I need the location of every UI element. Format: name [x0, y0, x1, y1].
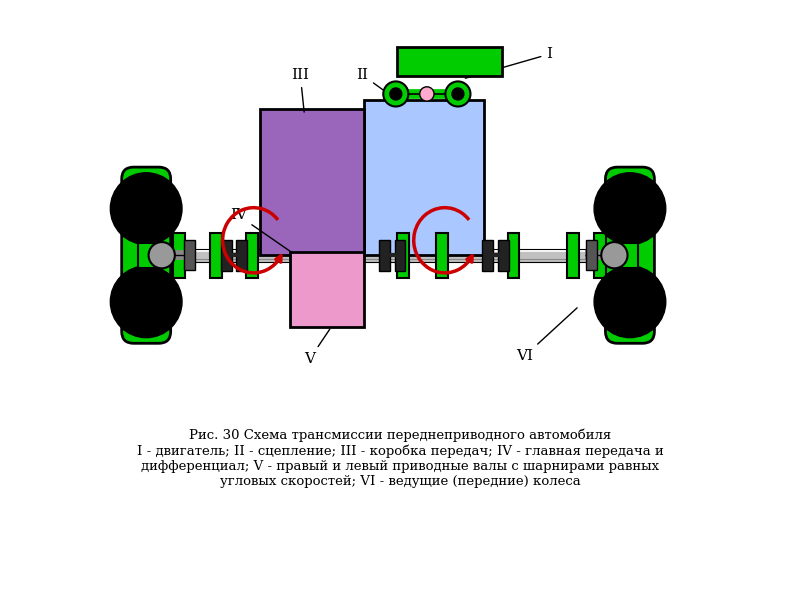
- Bar: [138, 242, 154, 268]
- FancyBboxPatch shape: [606, 167, 654, 343]
- Circle shape: [110, 173, 182, 244]
- Bar: [622, 242, 638, 268]
- Circle shape: [594, 173, 666, 244]
- Text: III: III: [291, 68, 310, 112]
- Circle shape: [446, 82, 470, 107]
- FancyBboxPatch shape: [122, 167, 170, 343]
- Bar: [498, 239, 509, 271]
- Circle shape: [383, 82, 408, 107]
- Bar: [436, 233, 448, 278]
- Text: VI: VI: [517, 308, 577, 363]
- Bar: [586, 240, 597, 270]
- Circle shape: [452, 88, 464, 100]
- Bar: [397, 233, 409, 278]
- Bar: [168, 248, 612, 262]
- Bar: [290, 252, 364, 327]
- Circle shape: [149, 242, 175, 268]
- Text: IV: IV: [230, 208, 302, 260]
- Text: II: II: [357, 68, 390, 95]
- Bar: [482, 239, 493, 271]
- Circle shape: [594, 266, 666, 338]
- Bar: [394, 239, 406, 271]
- Circle shape: [390, 88, 402, 100]
- Bar: [173, 233, 185, 278]
- Circle shape: [420, 87, 434, 101]
- Bar: [397, 47, 502, 76]
- Bar: [185, 240, 195, 270]
- Bar: [507, 233, 519, 278]
- Bar: [221, 239, 231, 271]
- Circle shape: [110, 266, 182, 338]
- Bar: [364, 100, 484, 255]
- Text: Рис. 30 Схема трансмиссии переднеприводного автомобиля
I - двигатель; II - сцепл: Рис. 30 Схема трансмиссии переднеприводн…: [137, 428, 663, 488]
- Bar: [246, 233, 258, 278]
- Bar: [379, 239, 390, 271]
- Bar: [594, 233, 606, 278]
- Text: V: V: [305, 329, 330, 366]
- Bar: [210, 233, 222, 278]
- Bar: [260, 109, 364, 255]
- Bar: [236, 239, 247, 271]
- Text: I: I: [466, 47, 552, 78]
- Circle shape: [602, 242, 627, 268]
- Bar: [567, 233, 579, 278]
